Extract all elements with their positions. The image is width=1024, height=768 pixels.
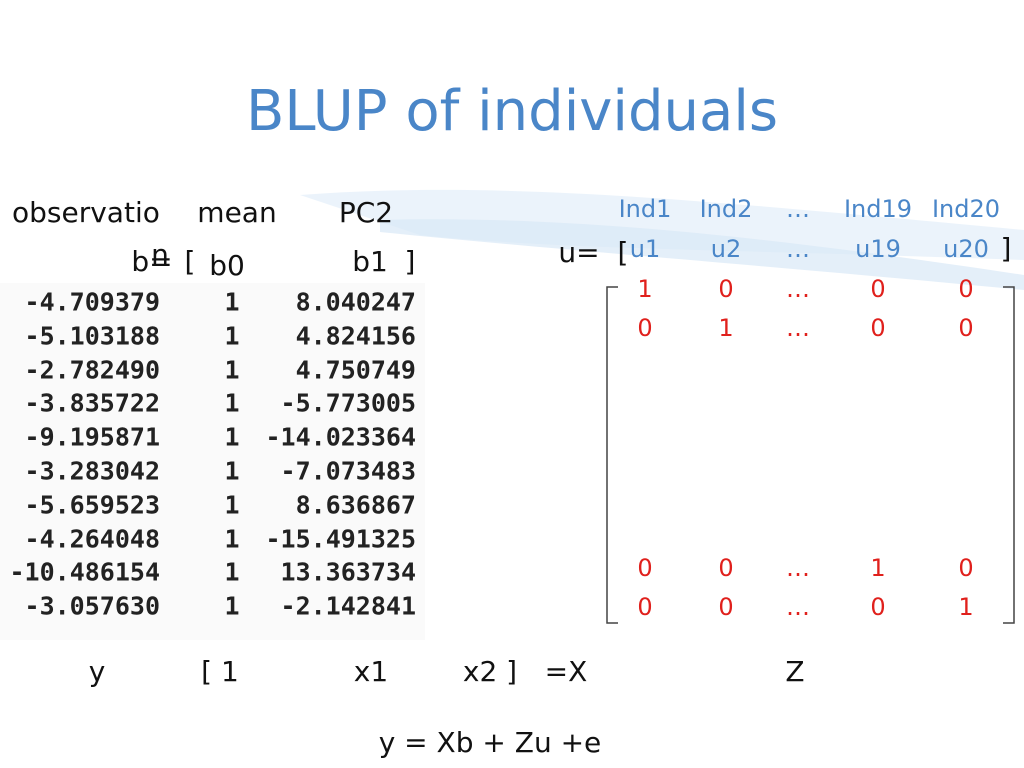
column-label: x2 ] [462,655,518,688]
matrix-cell: 1 [870,554,886,582]
random-effect: u2 [710,235,742,263]
matrix-cell: 1 [637,275,653,303]
u-prefix: u= [558,236,600,269]
matrix-cell: 0 [958,314,974,342]
column-label: x1 [353,655,389,688]
random-effect: u20 [943,235,989,263]
u-bracket: [ [617,236,629,269]
matrix-cell: 1 [958,593,974,621]
table-cell: -7.073483 [280,456,416,486]
table-cell: 1 [224,321,240,351]
table-cell: 1 [224,456,240,486]
matrix-cell: 0 [870,314,886,342]
matrix-cell: 0 [718,593,734,621]
table-cell: -2.142841 [280,591,416,621]
individual-header: Ind19 [843,195,913,223]
table-cell: -3.835722 [24,388,160,418]
table-cell: 1 [224,591,240,621]
z-label: Z [785,655,805,688]
table-cell: 8.040247 [295,287,416,317]
random-effect: u1 [629,235,661,263]
individual-header: Ind20 [931,195,1001,223]
matrix-cell: … [786,593,810,621]
table-cell: -5.103188 [24,321,160,351]
matrix-cell: 0 [870,593,886,621]
table-cell: -15.491325 [265,524,416,554]
table-cell: -2.782490 [24,355,160,385]
individual-header: Ind2 [699,195,753,223]
matrix-cell: 0 [637,593,653,621]
individual-header: … [786,195,810,223]
table-cell: -10.486154 [9,557,160,587]
table-cell: -14.023364 [265,422,416,452]
table-cell: 1 [224,422,240,452]
table-cell: -4.709379 [24,287,160,317]
matrix-cell: … [786,275,810,303]
matrix-cell: 0 [718,554,734,582]
column-header: PC2 [338,196,394,229]
equation: y = Xb + Zu +e [378,726,602,759]
column-label: [ 1 [201,655,239,688]
matrix-cell: 0 [958,554,974,582]
table-cell: 1 [224,287,240,317]
random-effect: … [786,235,810,263]
coefficient: b0 [209,249,245,282]
column-header: n [151,238,169,271]
matrix-cell: 0 [718,275,734,303]
table-cell: -9.195871 [24,422,160,452]
column-label: =X [544,655,588,688]
table-cell: 1 [224,524,240,554]
table-cell: 1 [224,557,240,587]
matrix-cell: … [786,314,810,342]
table-cell: -5.659523 [24,490,160,520]
matrix-cell: 0 [637,314,653,342]
random-effect: u19 [855,235,901,263]
table-cell: -4.264048 [24,524,160,554]
table-cell: 1 [224,490,240,520]
table-cell: 4.750749 [295,355,416,385]
matrix-cell: 0 [870,275,886,303]
coefficient: b= [131,245,173,278]
table-cell: -5.773005 [280,388,416,418]
coefficient: b1 [352,245,388,278]
matrix-cell: 0 [637,554,653,582]
table-cell: 1 [224,355,240,385]
coefficient: ] [404,245,416,278]
individual-header: Ind1 [618,195,672,223]
table-cell: 8.636867 [295,490,416,520]
table-cell: -3.057630 [24,591,160,621]
u-bracket: ] [1000,232,1012,265]
coefficient: [ [184,245,196,278]
matrix-cell: … [786,554,810,582]
table-cell: 1 [224,388,240,418]
table-cell: 13.363734 [280,557,416,587]
column-label: y [88,655,106,688]
title: BLUP of individuals [245,79,779,144]
table-cell: -3.283042 [24,456,160,486]
matrix-cell: 0 [958,275,974,303]
column-header: mean [197,196,277,229]
matrix-cell: 1 [718,314,734,342]
table-cell: 4.824156 [295,321,416,351]
column-header: observatio [12,196,160,229]
